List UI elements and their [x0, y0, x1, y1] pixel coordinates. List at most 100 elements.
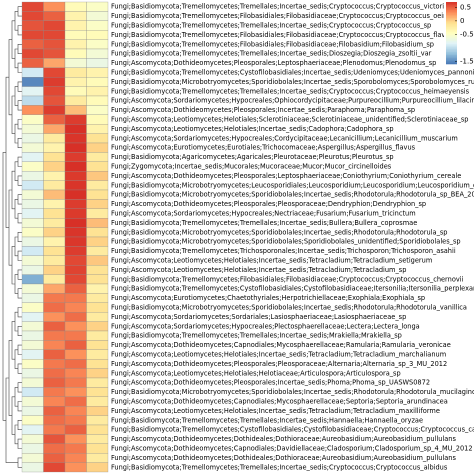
dendrogram-branch: [17, 250, 22, 261]
colorbar-segment: [446, 59, 457, 62]
colorbar-segment: [446, 15, 457, 18]
colorbar-segment: [446, 53, 457, 55]
colorbar-segment: [446, 29, 457, 32]
row-label: Fungi;Basidiomycota;Microbotryomycetes;S…: [111, 238, 461, 246]
row-label: Fungi;Basidiomycota;Tremellomycetes;Tric…: [111, 247, 456, 255]
heatmap-cell: [21, 453, 44, 463]
dendrogram-branch: [17, 288, 22, 299]
colorbar-segment: [446, 50, 457, 52]
colorbar-segment: [446, 11, 457, 14]
colorbar-segment: [446, 9, 457, 12]
heatmap-cell: [21, 265, 44, 275]
row-label: Fungi;Basidiomycota;Tremellomycetes;Trem…: [111, 87, 470, 95]
heatmap-cell: [21, 340, 44, 350]
dendrogram-branch: [8, 340, 12, 416]
dendrogram-branch: [17, 457, 22, 468]
dendrogram-branch: [14, 311, 18, 332]
heatmap-cell: [86, 77, 109, 87]
dendrogram-branch: [17, 119, 22, 130]
heatmap-cell: [64, 218, 87, 228]
dendrogram-branch: [14, 123, 18, 144]
heatmap-cell: [86, 86, 109, 97]
heatmap-cell: [86, 368, 109, 379]
colorbar-tick-label: 0: [460, 17, 464, 25]
dendrogram-branch: [17, 25, 22, 36]
row-label: Fungi;Basidiomycota;Tremellomycetes;Trem…: [111, 3, 452, 11]
heatmap-cell: [21, 462, 44, 473]
heatmap-cell: [86, 406, 109, 416]
heatmap-cell: [86, 265, 109, 275]
colorbar-segment: [446, 36, 457, 38]
colorbar-segment: [446, 39, 457, 42]
row-label: Fungi;Ascomycota;Sordariomycetes;Hypocre…: [111, 134, 458, 142]
colorbar-segment: [446, 19, 457, 21]
heatmap-cell: [43, 434, 66, 444]
heatmap-cell: [86, 377, 109, 388]
heatmap-cell: [64, 283, 87, 294]
heatmap-cell: [86, 114, 109, 125]
row-label: Fungi;Zygomycota;Incertae_sedis;Mucorale…: [111, 163, 392, 171]
dendrogram-branch: [17, 420, 22, 430]
row-label: Fungi;Basidiomycota;Microbotryomycetes;S…: [111, 228, 447, 236]
row-label: Fungi;Basidiomycota;Tremellomycetes;Trem…: [111, 50, 432, 58]
dendrogram-branch: [17, 100, 22, 111]
heatmap-cell: [21, 359, 44, 369]
dendrogram-branch: [14, 236, 18, 257]
heatmap-cell: [43, 171, 66, 181]
heatmap-cell: [43, 227, 66, 238]
row-label: Fungi;Basidiomycota;Tremellomycetes;Filo…: [111, 31, 453, 39]
heatmap-cell: [21, 349, 44, 360]
row-label: Fungi;Ascomycota;Sordariomycetes;Hypocre…: [111, 322, 420, 330]
colorbar-segment: [446, 14, 457, 17]
colorbar-segment: [446, 43, 457, 46]
heatmap-cell: [43, 349, 66, 360]
heatmap-cell: [43, 199, 66, 209]
heatmap-cell: [21, 387, 44, 397]
row-label: Fungi;Ascomycota;Dothideomycetes;Capnodi…: [111, 445, 473, 453]
row-label: Fungi;Basidiomycota;Tremellomycetes;Trem…: [111, 219, 417, 227]
heatmap-cell: [86, 124, 109, 134]
heatmap-cell: [43, 283, 66, 294]
heatmap-cell: [86, 58, 109, 68]
heatmap-cell: [21, 105, 44, 115]
heatmap-cell: [64, 462, 87, 473]
colorbar-segment: [446, 3, 457, 6]
heatmap-cell: [86, 171, 109, 181]
heatmap-cell: [43, 77, 66, 87]
row-label: Fungi;Basidiomycota;Microbotryomycetes;S…: [111, 388, 474, 396]
heatmap-cell: [64, 321, 87, 332]
dendrogram-branch: [11, 20, 15, 59]
heatmap-cell: [64, 180, 87, 191]
heatmap-cell: [64, 208, 87, 219]
dendrogram-branch: [8, 39, 12, 116]
dendrogram-branch: [17, 382, 22, 393]
row-label: Fungi;Basidiomycota;Tremellomycetes;Cyst…: [111, 285, 474, 293]
heatmap-cell: [21, 236, 44, 247]
colorbar-segment: [446, 17, 457, 20]
heatmap-cell: [43, 152, 66, 162]
row-label: Fungi;Ascomycota;Leotiomycetes;Helotiale…: [111, 407, 440, 415]
colorbar-tick-label: -1.5: [460, 57, 474, 65]
heatmap-cell: [64, 293, 87, 303]
row-label: Fungi;Ascomycota;Eurotiomycetes;Chaetoth…: [111, 294, 425, 302]
row-label: Fungi;Ascomycota;Dothideomycetes;Pleospo…: [111, 360, 447, 368]
colorbar-tick-label: 0.5: [460, 3, 471, 11]
heatmap-cell: [21, 208, 44, 219]
colorbar-segment: [446, 26, 457, 29]
colorbar-segment: [446, 22, 457, 24]
colorbar-segment: [446, 57, 457, 60]
heatmap-cell: [64, 142, 87, 153]
dendrogram-branch: [11, 246, 15, 285]
row-label: Fungi;Ascomycota;Dothideomycetes;Capnodi…: [111, 341, 451, 349]
colorbar-segment: [446, 62, 457, 65]
dendrogram-branch: [14, 274, 18, 294]
row-label: Fungi;Basidiomycota;Microbotryomycetes;L…: [111, 181, 474, 189]
colorbar-segment: [446, 56, 457, 59]
heatmap-cell: [64, 359, 87, 369]
heatmap-cell: [86, 152, 109, 162]
heatmap-cell: [86, 302, 109, 313]
heatmap-cell: [64, 406, 87, 416]
heatmap-cell: [43, 95, 66, 106]
row-label: Fungi;Basidiomycota;Tremellomycetes;Trem…: [111, 463, 448, 471]
heatmap-cell: [86, 453, 109, 463]
